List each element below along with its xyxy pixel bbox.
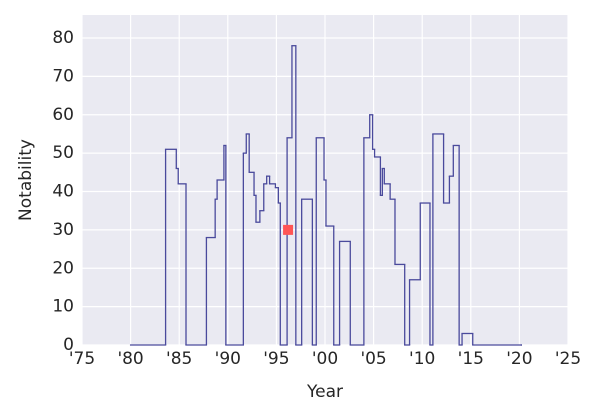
y-tick-label: 80 [52, 28, 74, 48]
x-tick-label: '95 [263, 349, 289, 369]
y-tick-label: 70 [52, 66, 74, 86]
highlight-marker [283, 224, 294, 235]
y-tick-label: 50 [52, 143, 74, 163]
x-axis-label: Year [306, 382, 343, 402]
x-tick-label: '00 [312, 349, 338, 369]
y-tick-label: 0 [63, 335, 74, 355]
y-axis-label: Notability [16, 139, 36, 221]
x-tick-label: '25 [555, 349, 581, 369]
x-tick-label: '10 [409, 349, 435, 369]
y-tick-label: 40 [52, 182, 74, 202]
y-tick-label: 10 [52, 297, 74, 317]
y-tick-label: 20 [52, 258, 74, 278]
x-tick-label: '20 [506, 349, 532, 369]
y-tick-label: 60 [52, 105, 74, 125]
x-tick-label: '15 [458, 349, 484, 369]
y-tick-label: 30 [52, 220, 74, 240]
x-tick-label: '85 [166, 349, 192, 369]
x-tick-label: '90 [215, 349, 241, 369]
x-tick-label: '80 [117, 349, 143, 369]
x-tick-label: '05 [360, 349, 386, 369]
x-tick-label: '75 [69, 349, 95, 369]
